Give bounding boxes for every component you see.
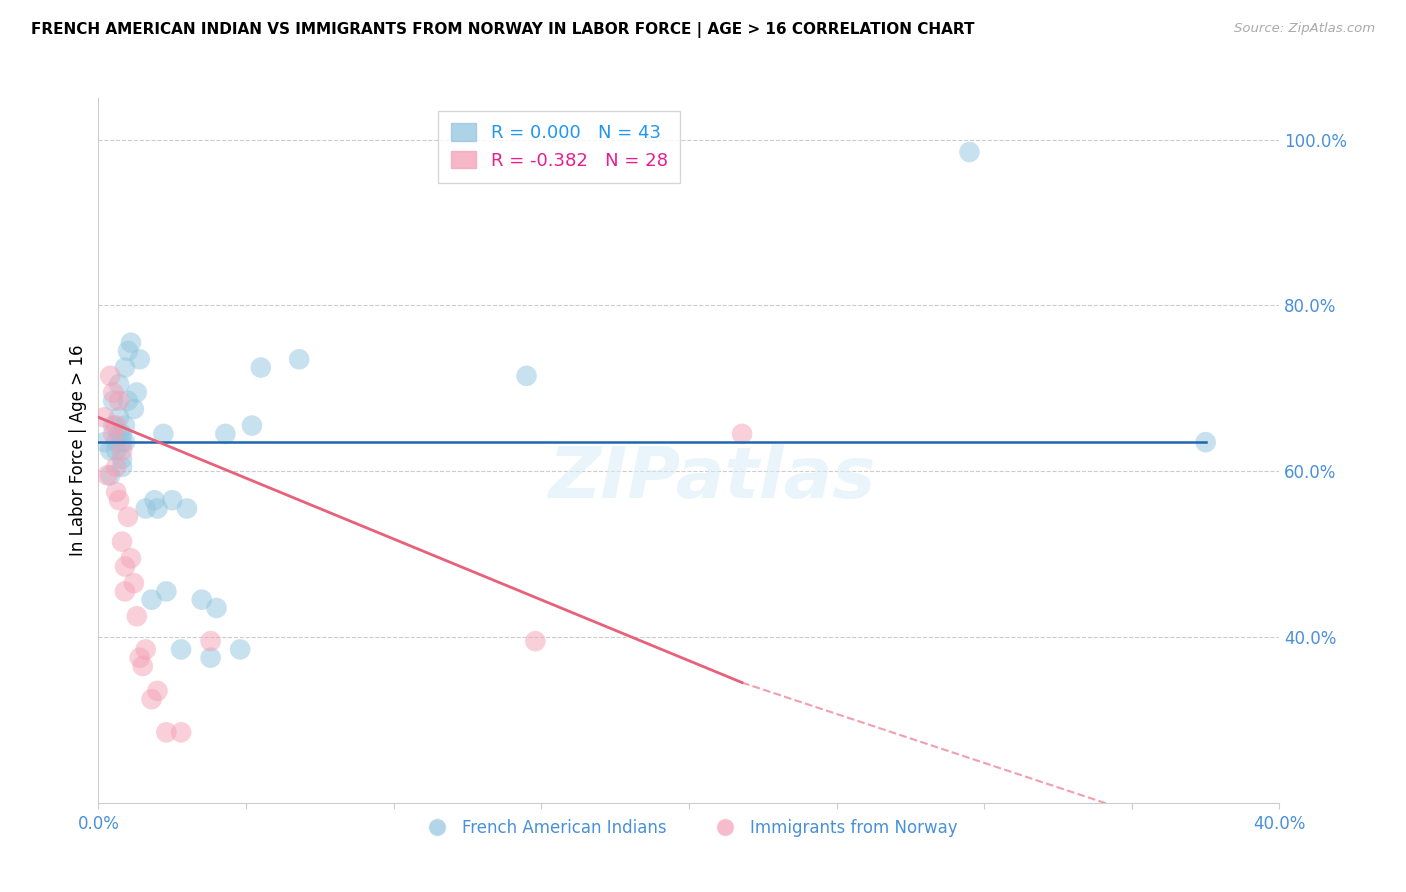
Point [120, 551, 142, 566]
Point [108, 493, 131, 508]
Point [152, 426, 174, 441]
Point [108, 426, 131, 441]
Point [214, 426, 236, 441]
Point [125, 385, 148, 400]
Point [117, 509, 139, 524]
Y-axis label: In Labor Force | Age > 16: In Labor Force | Age > 16 [69, 344, 87, 557]
Point [111, 426, 134, 441]
Point [141, 592, 163, 607]
Point [105, 484, 128, 499]
Point [205, 601, 228, 615]
Point [170, 642, 193, 657]
Point [240, 418, 263, 433]
Point [103, 426, 125, 441]
Point [731, 426, 754, 441]
Point [122, 576, 145, 591]
Point [93, 435, 115, 450]
Point [117, 343, 139, 358]
Text: Source: ZipAtlas.com: Source: ZipAtlas.com [1234, 22, 1375, 36]
Point [108, 410, 131, 425]
Point [98, 468, 121, 483]
Point [98, 443, 121, 458]
Point [288, 352, 311, 367]
Point [176, 501, 198, 516]
Point [135, 501, 157, 516]
Point [155, 584, 177, 599]
Point [111, 534, 134, 549]
Text: ZIPatlas: ZIPatlas [548, 444, 876, 513]
Point [114, 360, 136, 375]
Point [98, 368, 121, 383]
Point [125, 609, 148, 624]
Point [120, 335, 142, 350]
Point [516, 368, 538, 383]
Text: FRENCH AMERICAN INDIAN VS IMMIGRANTS FROM NORWAY IN LABOR FORCE | AGE > 16 CORRE: FRENCH AMERICAN INDIAN VS IMMIGRANTS FRO… [31, 22, 974, 38]
Point [111, 435, 134, 450]
Point [103, 385, 125, 400]
Point [200, 634, 222, 648]
Point [105, 435, 128, 450]
Point [959, 145, 981, 159]
Point [114, 418, 136, 433]
Point [146, 684, 169, 698]
Point [1195, 435, 1218, 450]
Point [146, 501, 169, 516]
Point [170, 725, 193, 739]
Point [103, 418, 125, 433]
Point [103, 393, 125, 408]
Point [108, 377, 131, 392]
Point [143, 493, 166, 508]
Point [117, 393, 139, 408]
Point [93, 410, 115, 425]
Point [200, 650, 222, 665]
Point [524, 634, 547, 648]
Point [114, 584, 136, 599]
Point [105, 460, 128, 475]
Point [128, 650, 150, 665]
Point [114, 559, 136, 574]
Point [250, 360, 273, 375]
Point [111, 451, 134, 466]
Point [191, 592, 214, 607]
Point [132, 659, 155, 673]
Point [111, 460, 134, 475]
Point [155, 725, 177, 739]
Point [229, 642, 252, 657]
Point [105, 418, 128, 433]
Point [128, 352, 150, 367]
Point [105, 443, 128, 458]
Legend: French American Indians, Immigrants from Norway: French American Indians, Immigrants from… [413, 813, 965, 844]
Point [111, 443, 134, 458]
Point [122, 402, 145, 417]
Point [96, 468, 118, 483]
Point [114, 435, 136, 450]
Point [162, 493, 183, 508]
Point [141, 692, 163, 706]
Point [108, 393, 131, 408]
Point [135, 642, 157, 657]
